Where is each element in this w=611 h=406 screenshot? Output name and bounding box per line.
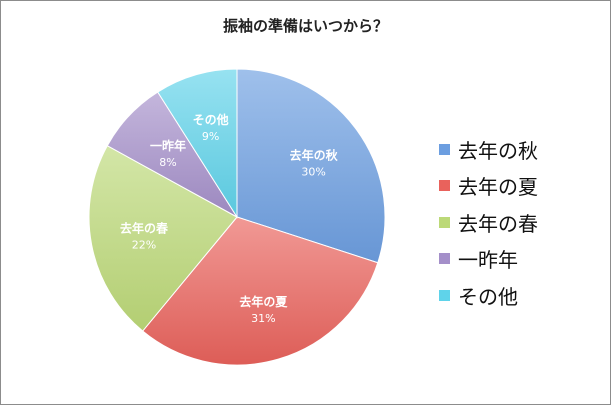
legend-swatch xyxy=(439,289,450,301)
pie-slice-2 xyxy=(141,216,379,366)
slice-category-label: 去年の春 xyxy=(120,221,169,236)
legend-item: 去年の春 xyxy=(439,204,538,241)
slice-category-label: 去年の夏 xyxy=(239,294,288,309)
chart-title: 振袖の準備はいつから？ xyxy=(222,17,388,35)
legend-item: 一昨年 xyxy=(439,241,538,278)
legend-swatch xyxy=(439,180,450,192)
slice-category-label: その他 xyxy=(193,112,229,127)
legend-item: 去年の秋 xyxy=(439,131,538,168)
slice-value-label: 30% xyxy=(301,165,325,178)
slice-value-label: 22% xyxy=(132,239,156,252)
legend-swatch xyxy=(439,143,450,155)
pie-slice-3 xyxy=(88,145,238,332)
legend-swatch xyxy=(439,216,450,228)
slice-category-label: 去年の秋 xyxy=(290,147,339,162)
pie-slice-5 xyxy=(157,68,238,219)
chart-legend: 去年の秋去年の夏去年の春一昨年その他 xyxy=(439,131,538,314)
legend-label: 去年の春 xyxy=(458,211,538,236)
slice-value-label: 8% xyxy=(159,156,176,169)
slice-category-label: 一昨年 xyxy=(150,138,186,153)
legend-swatch xyxy=(439,253,450,265)
legend-item: その他 xyxy=(439,277,538,314)
legend-label: その他 xyxy=(458,284,518,309)
legend-label: 去年の秋 xyxy=(458,138,538,163)
slice-value-label: 9% xyxy=(202,130,219,143)
legend-label: 去年の夏 xyxy=(458,175,538,200)
pie-slice-1 xyxy=(236,68,386,264)
slice-value-label: 31% xyxy=(251,312,275,325)
legend-item: 去年の夏 xyxy=(439,168,538,205)
legend-label: 一昨年 xyxy=(458,248,518,273)
